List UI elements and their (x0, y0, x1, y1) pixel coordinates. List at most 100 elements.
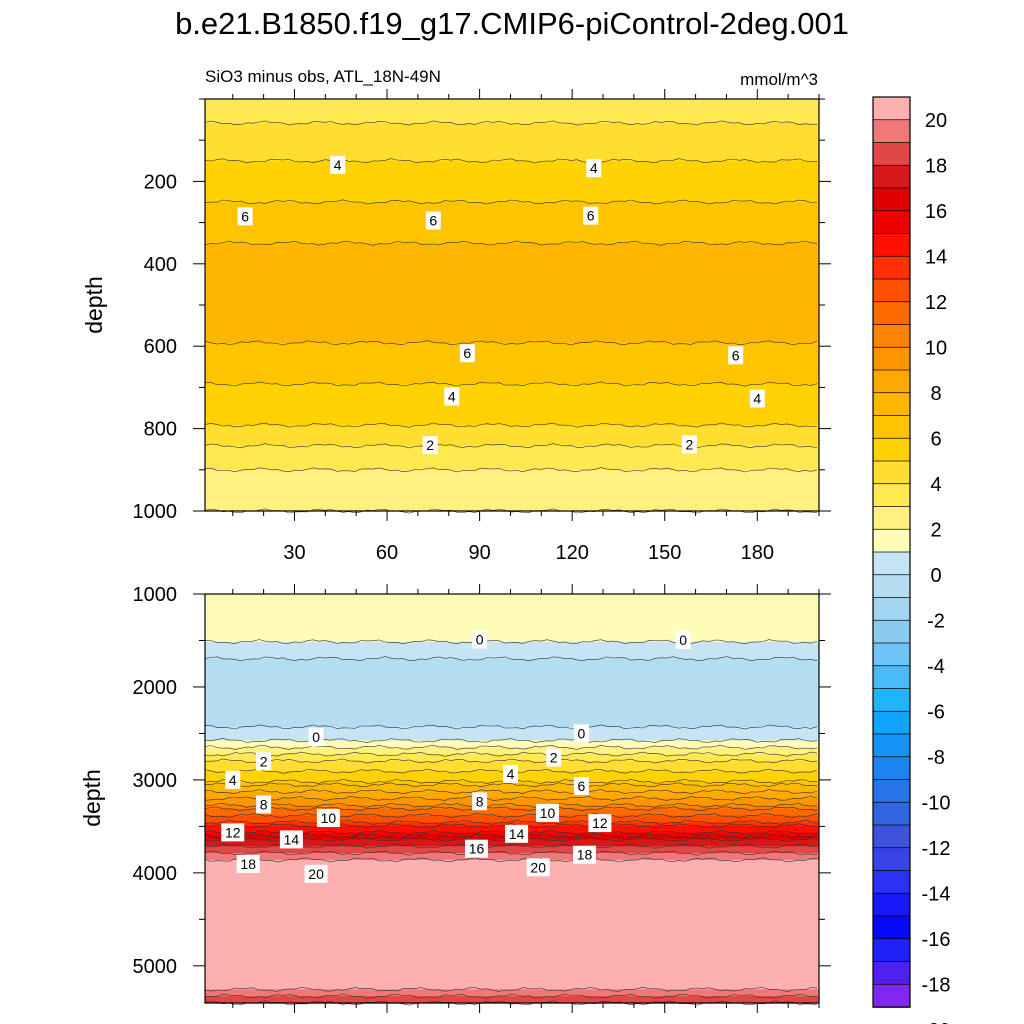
contour-band (205, 870, 819, 875)
upper-ylabel: depth (81, 276, 107, 334)
contour-band (205, 979, 819, 984)
contour-band (205, 153, 819, 158)
contour-label-text: 4 (507, 766, 515, 782)
contour-band (205, 219, 819, 224)
contour-label: 4 (225, 770, 241, 789)
contour-label-text: 10 (540, 805, 556, 821)
contour-band (205, 849, 819, 854)
colorbar-label: -6 (927, 701, 945, 723)
contour-band (205, 298, 819, 303)
contour-band (205, 366, 819, 371)
contour-band (205, 432, 819, 437)
contour-band (205, 253, 819, 258)
contour-label-text: 4 (334, 157, 342, 173)
contour-line (204, 240, 818, 246)
contour-band (205, 651, 819, 656)
contour-band (205, 442, 819, 447)
colorbar-swatch (872, 210, 911, 235)
contour-band (205, 473, 819, 478)
contour-label: 6 (728, 346, 744, 365)
contour-band (205, 713, 819, 718)
contour-band (205, 274, 819, 279)
contour-band (205, 291, 819, 296)
upper-plot-area (204, 99, 819, 514)
contour-band (205, 377, 819, 382)
colorbar-label: -2 (927, 610, 945, 632)
contour-label: 20 (304, 864, 328, 883)
contour-label-text: 2 (550, 750, 558, 766)
colorbar-swatch (872, 801, 911, 826)
contour-band (205, 962, 819, 967)
contour-band (205, 818, 819, 823)
contour-band (205, 445, 819, 450)
contour-label-bg (304, 864, 328, 883)
contour-band (205, 795, 819, 800)
contour-label: 20 (526, 858, 550, 877)
lower-plot-frame (204, 593, 820, 1004)
contour-band (205, 143, 819, 148)
contour-band (205, 757, 819, 762)
contour-label-text: 16 (469, 841, 485, 857)
contour-band (205, 604, 819, 609)
upper-contour-labels: 4 4 6 6 6 6 6 4 4 2 2 (237, 155, 765, 455)
contour-label-text: 12 (592, 815, 608, 831)
contour-label: 6 (459, 344, 475, 363)
contour-band (205, 924, 819, 929)
contour-band (205, 315, 819, 320)
y-tick-label: 200 (144, 171, 177, 193)
contour-band (205, 160, 819, 165)
contour-line (204, 158, 818, 164)
contour-label: 8 (256, 795, 272, 814)
y-tick-label: 1000 (133, 501, 178, 523)
contour-label-bg (675, 631, 691, 649)
contour-band (205, 250, 819, 255)
contour-band (205, 246, 819, 251)
contour-band (205, 948, 819, 953)
contour-band (205, 112, 819, 117)
colorbar-swatch (872, 756, 911, 781)
lower-plot-area (204, 594, 819, 1006)
contour-band (205, 815, 819, 820)
contour-label-bg (505, 824, 529, 843)
contour-band (205, 195, 819, 200)
contour-label-bg (465, 839, 488, 858)
contour-band (205, 863, 819, 868)
x-tick-label: 150 (648, 542, 681, 564)
contour-band (205, 737, 819, 742)
colorbar-label: 10 (925, 337, 947, 359)
contour-label: 6 (573, 777, 589, 795)
y-tick-label: 400 (144, 254, 177, 276)
contour-band (205, 459, 819, 464)
contour-label: 2 (422, 436, 438, 455)
contour-band (205, 373, 819, 378)
colorbar-swatch (872, 619, 911, 644)
colorbar-label: -14 (922, 883, 951, 905)
contour-label-text: 18 (240, 856, 256, 872)
contour-band (205, 917, 819, 922)
contour-label-bg (422, 436, 438, 455)
contour-band (205, 928, 819, 933)
contour-band (205, 761, 819, 766)
contour-band (205, 102, 819, 107)
contour-band (205, 311, 819, 316)
colorbar-label: -10 (922, 792, 951, 814)
contour-label-bg (588, 814, 612, 833)
contour-band (205, 150, 819, 155)
contour-band (205, 709, 819, 714)
contour-band (205, 672, 819, 677)
contour-band (205, 982, 819, 987)
contour-band (205, 716, 819, 721)
contour-line (204, 738, 818, 744)
contour-band (205, 215, 819, 220)
contour-band (205, 859, 819, 864)
contour-band (205, 486, 819, 491)
contour-band (205, 260, 819, 265)
contour-label: 18 (236, 855, 260, 873)
contour-label-bg (225, 770, 241, 789)
colorbar-swatch (872, 574, 911, 599)
contour-band (205, 497, 819, 502)
contour-band (205, 452, 819, 457)
contour-label-text: 4 (753, 391, 761, 407)
contour-label-bg (444, 387, 460, 406)
x-tick-label: 90 (468, 542, 490, 564)
